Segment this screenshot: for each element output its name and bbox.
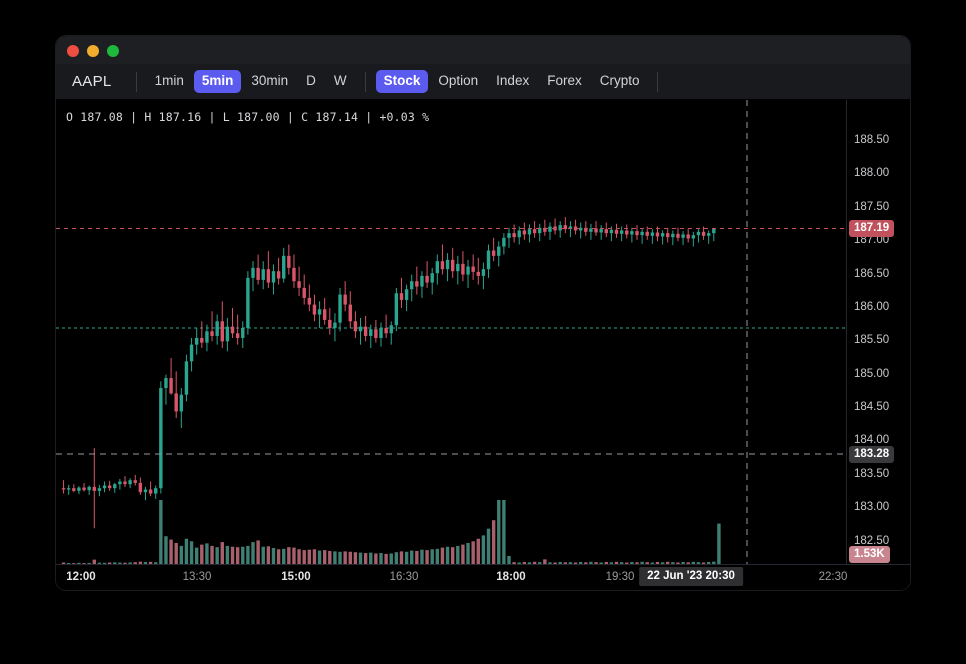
chart-toolbar: AAPL 1min 5min 30min D W Stock Option In… [56, 64, 910, 100]
time-tick: 18:00 [496, 571, 526, 583]
price-tick: 184.00 [854, 434, 890, 447]
crosshair-time-badge: 22 Jun '23 20:30 [639, 567, 743, 586]
time-tick: 13:30 [182, 571, 212, 583]
volume-value-badge: 1.53K [849, 546, 890, 563]
timeframe-d[interactable]: D [306, 73, 316, 89]
toolbar-divider-2 [364, 71, 366, 92]
market-index[interactable]: Index [496, 73, 530, 89]
timeframe-5min[interactable]: 5min [193, 70, 242, 93]
toolbar-divider-1 [135, 71, 137, 92]
time-tick: 16:30 [389, 571, 419, 583]
price-tick: 183.50 [854, 467, 890, 480]
time-tick: 12:00 [66, 571, 96, 583]
time-axis[interactable]: 12:00 13:30 15:00 16:30 18:00 19:30 22:30 22 Ju… [56, 564, 910, 590]
candlestick-canvas[interactable] [56, 100, 846, 564]
market-group: Stock Option Index Forex Crypto [375, 70, 648, 93]
timeframe-1min[interactable]: 1min [154, 73, 184, 89]
timeframe-30min[interactable]: 30min [251, 73, 289, 89]
time-tick: 15:00 [281, 571, 311, 583]
maximize-button[interactable] [107, 45, 119, 57]
close-button[interactable] [67, 45, 79, 57]
price-axis[interactable]: 188.50 188.00 187.50 187.00 186.50 186.00 185.… [846, 100, 910, 580]
market-forex[interactable]: Forex [547, 73, 582, 89]
timeframe-w[interactable]: W [333, 73, 347, 89]
price-plot[interactable]: O 187.08 | H 187.16 | L 187.00 | C 187.1… [56, 100, 846, 564]
price-tick: 186.00 [854, 300, 890, 313]
price-tick: 187.00 [854, 234, 890, 247]
toolbar-divider-3 [657, 71, 659, 92]
price-tick: 186.50 [854, 267, 890, 280]
price-tick: 188.50 [854, 134, 890, 146]
crosshair-price-badge: 183.28 [849, 446, 895, 463]
market-stock[interactable]: Stock [375, 70, 429, 93]
time-tick: 22:30 [818, 571, 848, 583]
window-controls [67, 45, 119, 57]
time-tick: 19:30 [605, 571, 635, 583]
price-tick: 184.50 [854, 401, 890, 414]
price-tick: 188.00 [854, 167, 890, 180]
symbol-label[interactable]: AAPL [72, 73, 112, 90]
chart-window: AAPL 1min 5min 30min D W Stock Option In… [56, 36, 910, 590]
timeframe-group: 1min 5min 30min D W [147, 70, 355, 93]
ohlc-readout: O 187.08 | H 187.16 | L 187.00 | C 187.1… [66, 110, 430, 124]
price-tick: 185.50 [854, 334, 890, 347]
minimize-button[interactable] [87, 45, 99, 57]
price-tick: 182.50 [854, 534, 890, 547]
window-titlebar[interactable] [56, 36, 910, 64]
last-price-badge: 187.19 [849, 220, 895, 238]
market-option[interactable]: Option [438, 73, 479, 89]
chart-area[interactable]: O 187.08 | H 187.16 | L 187.00 | C 187.1… [56, 100, 910, 590]
market-crypto[interactable]: Crypto [599, 73, 640, 89]
price-tick: 183.00 [854, 501, 890, 514]
price-tick: 185.00 [854, 367, 890, 380]
price-tick: 187.50 [854, 200, 890, 213]
